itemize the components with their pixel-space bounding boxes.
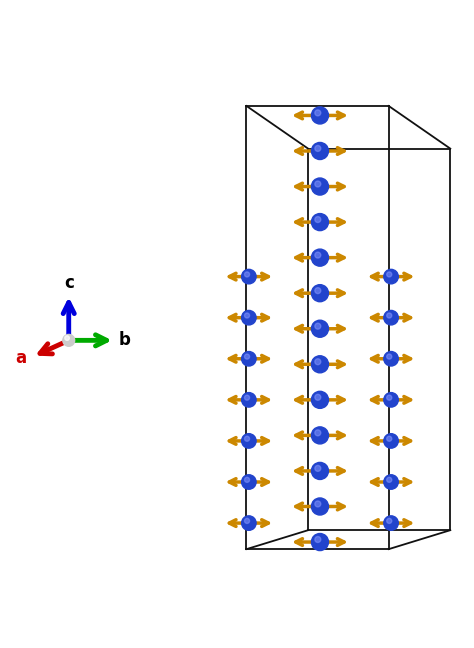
Circle shape xyxy=(311,178,328,195)
Circle shape xyxy=(311,427,328,444)
Circle shape xyxy=(245,395,250,400)
Circle shape xyxy=(242,351,256,366)
Circle shape xyxy=(242,310,256,325)
Circle shape xyxy=(311,533,328,551)
Circle shape xyxy=(311,356,328,373)
Circle shape xyxy=(311,143,328,159)
Text: b: b xyxy=(119,331,131,349)
Circle shape xyxy=(387,272,392,277)
Circle shape xyxy=(384,310,398,325)
Circle shape xyxy=(315,252,321,258)
Circle shape xyxy=(245,313,250,318)
Circle shape xyxy=(311,284,328,302)
Circle shape xyxy=(311,498,328,515)
Circle shape xyxy=(242,434,256,448)
Circle shape xyxy=(315,145,321,152)
Circle shape xyxy=(311,107,328,124)
Circle shape xyxy=(315,394,321,400)
Circle shape xyxy=(384,434,398,448)
Circle shape xyxy=(384,270,398,284)
Circle shape xyxy=(315,537,321,542)
Circle shape xyxy=(311,391,328,408)
Circle shape xyxy=(245,272,250,277)
Circle shape xyxy=(384,516,398,530)
Text: c: c xyxy=(64,273,73,292)
Circle shape xyxy=(387,436,392,441)
Circle shape xyxy=(315,501,321,507)
Circle shape xyxy=(242,475,256,489)
Circle shape xyxy=(311,320,328,337)
Circle shape xyxy=(63,334,75,346)
Circle shape xyxy=(315,430,321,436)
Circle shape xyxy=(387,478,392,482)
Circle shape xyxy=(384,351,398,366)
Circle shape xyxy=(245,518,250,524)
Circle shape xyxy=(65,336,69,340)
Circle shape xyxy=(387,395,392,400)
Circle shape xyxy=(315,323,321,329)
Circle shape xyxy=(245,354,250,359)
Circle shape xyxy=(245,478,250,482)
Circle shape xyxy=(315,465,321,471)
Circle shape xyxy=(311,249,328,266)
Circle shape xyxy=(315,181,321,187)
Circle shape xyxy=(242,270,256,284)
Circle shape xyxy=(315,110,321,116)
Circle shape xyxy=(315,288,321,294)
Circle shape xyxy=(387,518,392,524)
Circle shape xyxy=(242,516,256,530)
Circle shape xyxy=(384,393,398,407)
Text: a: a xyxy=(16,349,27,367)
Circle shape xyxy=(315,359,321,365)
Circle shape xyxy=(315,216,321,222)
Circle shape xyxy=(242,393,256,407)
Circle shape xyxy=(311,214,328,231)
Circle shape xyxy=(311,463,328,480)
Circle shape xyxy=(384,475,398,489)
Circle shape xyxy=(387,354,392,359)
Circle shape xyxy=(387,313,392,318)
Circle shape xyxy=(245,436,250,441)
